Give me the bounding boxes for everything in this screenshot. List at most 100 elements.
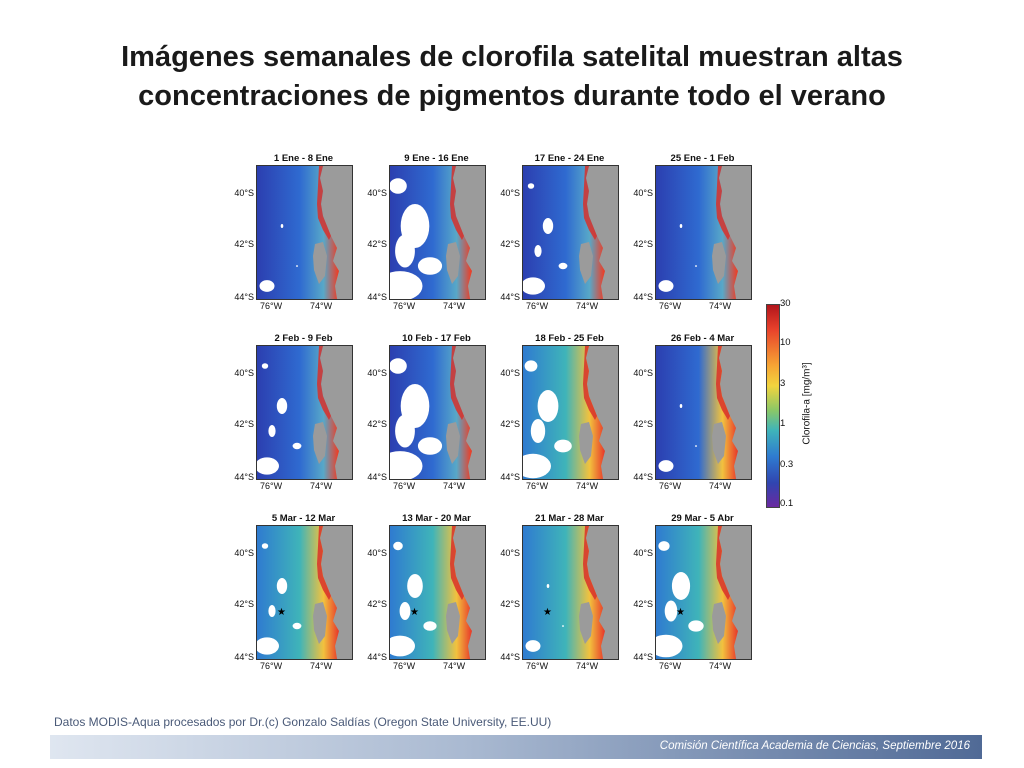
lon-tick-label: 74°W: [310, 301, 333, 311]
lon-tick-label: 76°W: [526, 301, 549, 311]
chlorophyll-map: [655, 345, 752, 480]
lon-tick-label: 76°W: [393, 481, 416, 491]
lat-tick-label: 42°S: [500, 599, 520, 609]
lon-tick-label: 76°W: [260, 661, 283, 671]
lon-tick-label: 76°W: [659, 481, 682, 491]
colorbar-tick-label: 0.1: [780, 498, 794, 509]
lon-tick-label: 76°W: [260, 481, 283, 491]
panel-title: 18 Feb - 25 Feb: [535, 333, 604, 344]
panel-title: 13 Mar - 20 Mar: [402, 513, 471, 524]
lon-tick-label: 76°W: [659, 301, 682, 311]
station-star-icon: ★: [410, 607, 419, 618]
chlorophyll-map-grid: 1 Ene - 8 Ene 40°S 42°S 44°S 76°W 74°W 9 Ene -…: [220, 150, 780, 671]
chlorophyll-map: [655, 165, 752, 300]
colorbar-tick-label: 10: [780, 337, 791, 348]
data-credit: Datos MODIS-Aqua procesados por Dr.(c) G…: [54, 715, 552, 729]
lon-tick-label: 74°W: [709, 301, 732, 311]
lat-tick-label: 40°S: [633, 188, 653, 198]
lat-tick-label: 42°S: [633, 419, 653, 429]
panel-title: 9 Ene - 16 Ene: [404, 153, 469, 164]
map-panel: 13 Mar - 20 Mar ★ 40°S 42°S 44°S 76°W 74°W: [353, 510, 488, 680]
lat-tick-label: 42°S: [234, 419, 254, 429]
lat-tick-label: 44°S: [633, 472, 653, 482]
map-panel: 29 Mar - 5 Abr ★ 40°S 42°S 44°S 76°W 74°W: [619, 510, 754, 680]
chlorophyll-map: ★: [256, 525, 353, 660]
lon-tick-label: 74°W: [443, 661, 466, 671]
map-panel: 2 Feb - 9 Feb 40°S 42°S 44°S 76°W 74°W: [220, 330, 355, 500]
title-line-1: Imágenes semanales de clorofila satelita…: [121, 41, 903, 73]
map-panel: 18 Feb - 25 Feb 40°S 42°S 44°S 76°W 74°W: [486, 330, 621, 500]
lat-tick-label: 42°S: [234, 599, 254, 609]
lat-tick-label: 40°S: [234, 368, 254, 378]
station-star-icon: ★: [277, 607, 286, 618]
lat-tick-label: 40°S: [234, 188, 254, 198]
chlorophyll-map: [256, 345, 353, 480]
lon-tick-label: 76°W: [526, 661, 549, 671]
lon-tick-label: 74°W: [709, 661, 732, 671]
panel-title: 29 Mar - 5 Abr: [671, 513, 734, 524]
map-panel: 17 Ene - 24 Ene 40°S 42°S 44°S 76°W 74°W: [486, 150, 621, 320]
panel-title: 25 Ene - 1 Feb: [670, 153, 735, 164]
colorbar-tick-label: 0.3: [780, 459, 794, 470]
lat-tick-label: 42°S: [633, 239, 653, 249]
lon-tick-label: 76°W: [393, 301, 416, 311]
chlorophyll-map: [389, 165, 486, 300]
lon-tick-label: 76°W: [659, 661, 682, 671]
chlorophyll-map: [256, 165, 353, 300]
lat-tick-label: 40°S: [633, 368, 653, 378]
lat-tick-label: 44°S: [234, 472, 254, 482]
lon-tick-label: 74°W: [310, 481, 333, 491]
panel-title: 2 Feb - 9 Feb: [274, 333, 333, 344]
panel-title: 5 Mar - 12 Mar: [271, 513, 336, 524]
colorbar: [766, 304, 780, 508]
lon-tick-label: 74°W: [576, 481, 599, 491]
lon-tick-label: 74°W: [310, 661, 333, 671]
lat-tick-label: 42°S: [367, 239, 387, 249]
colorbar-label: Clorofila-a [mg/m³]: [801, 362, 813, 445]
lat-tick-label: 40°S: [500, 368, 520, 378]
panel-title: 21 Mar - 28 Mar: [535, 513, 604, 524]
map-panel: 10 Feb - 17 Feb 40°S 42°S 44°S 76°W 74°W: [353, 330, 488, 500]
map-panel: 9 Ene - 16 Ene 40°S 42°S 44°S 76°W 74°W: [353, 150, 488, 320]
footer-bar: Comisión Científica Academia de Ciencias…: [50, 735, 982, 759]
chlorophyll-map: ★: [655, 525, 752, 660]
lon-tick-label: 74°W: [576, 661, 599, 671]
colorbar-tick-label: 30: [780, 298, 791, 309]
lat-tick-label: 44°S: [500, 472, 520, 482]
map-panel: 25 Ene - 1 Feb 40°S 42°S 44°S 76°W 74°W: [619, 150, 754, 320]
chlorophyll-map: ★: [389, 525, 486, 660]
lat-tick-label: 40°S: [500, 548, 520, 558]
map-panel: 21 Mar - 28 Mar ★ 40°S 42°S 44°S 76°W 74°W: [486, 510, 621, 680]
panel-title: 10 Feb - 17 Feb: [402, 333, 471, 344]
slide-title: Imágenes semanales de clorofila satelita…: [40, 38, 984, 116]
lat-tick-label: 40°S: [234, 548, 254, 558]
panel-title: 1 Ene - 8 Ene: [273, 153, 334, 164]
lat-tick-label: 40°S: [367, 368, 387, 378]
lat-tick-label: 44°S: [234, 652, 254, 662]
lat-tick-label: 44°S: [234, 292, 254, 302]
colorbar-tick-label: 1: [780, 418, 786, 429]
station-star-icon: ★: [543, 607, 552, 618]
lon-tick-label: 76°W: [260, 301, 283, 311]
lon-tick-label: 76°W: [393, 661, 416, 671]
colorbar-tick-label: 3: [780, 378, 786, 389]
map-panel: 5 Mar - 12 Mar ★ 40°S 42°S 44°S 76°W 74°W: [220, 510, 355, 680]
lat-tick-label: 44°S: [367, 652, 387, 662]
lon-tick-label: 74°W: [709, 481, 732, 491]
map-panel: 26 Feb - 4 Mar 40°S 42°S 44°S 76°W 74°W: [619, 330, 754, 500]
lat-tick-label: 44°S: [633, 292, 653, 302]
chlorophyll-map: [389, 345, 486, 480]
lat-tick-label: 42°S: [367, 599, 387, 609]
lat-tick-label: 44°S: [500, 292, 520, 302]
panel-title: 26 Feb - 4 Mar: [670, 333, 735, 344]
lon-tick-label: 74°W: [576, 301, 599, 311]
lat-tick-label: 40°S: [367, 188, 387, 198]
lat-tick-label: 42°S: [633, 599, 653, 609]
title-line-2: concentraciones de pigmentos durante tod…: [138, 80, 886, 112]
lon-tick-label: 74°W: [443, 481, 466, 491]
map-panel: 1 Ene - 8 Ene 40°S 42°S 44°S 76°W 74°W: [220, 150, 355, 320]
lat-tick-label: 40°S: [500, 188, 520, 198]
lat-tick-label: 42°S: [500, 239, 520, 249]
lat-tick-label: 42°S: [367, 419, 387, 429]
lat-tick-label: 44°S: [500, 652, 520, 662]
